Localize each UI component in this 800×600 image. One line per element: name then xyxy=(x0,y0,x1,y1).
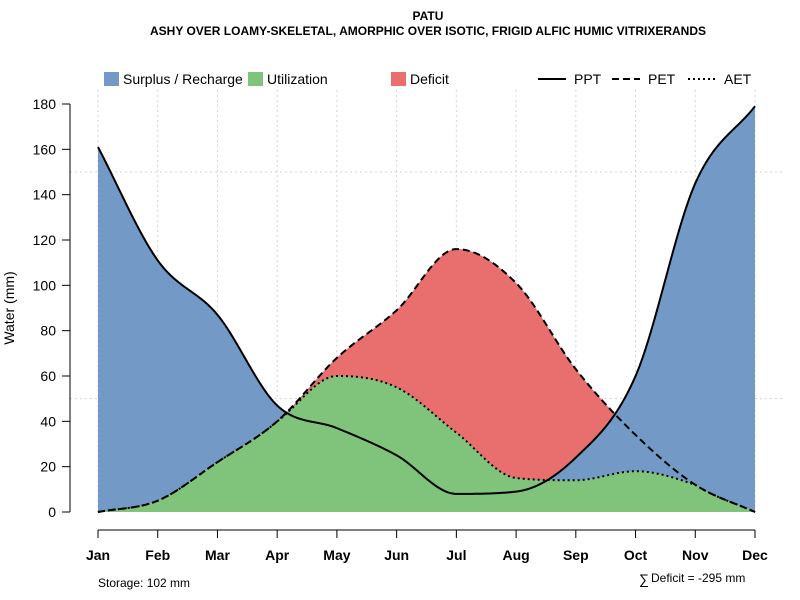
y-tick-label: 180 xyxy=(33,96,57,112)
area-deficit xyxy=(98,249,755,512)
y-tick-label: 100 xyxy=(33,277,57,293)
deficit-note: Deficit = -295 mm xyxy=(651,571,745,585)
legend-label-surplus: Surplus / Recharge xyxy=(123,71,243,87)
y-axis-label: Water (mm) xyxy=(1,271,17,344)
y-tick-label: 20 xyxy=(40,459,56,475)
chart-subtitle: ASHY OVER LOAMY-SKELETAL, AMORPHIC OVER … xyxy=(150,24,706,38)
x-tick-label: Jul xyxy=(446,547,466,563)
x-tick-label: Dec xyxy=(742,547,768,563)
legend-label-deficit: Deficit xyxy=(410,71,449,87)
legend-label-pet: PET xyxy=(648,71,676,87)
x-tick-label: Jun xyxy=(384,547,409,563)
x-tick-label: Oct xyxy=(624,547,648,563)
legend-label-utilization: Utilization xyxy=(267,71,328,87)
legend-label-aet: AET xyxy=(724,71,752,87)
y-tick-label: 80 xyxy=(40,323,56,339)
legend-swatch-surplus xyxy=(104,72,119,86)
x-axis: Jan Feb Mar Apr May Jun Jul Aug Sep Oct Nov Dec xyxy=(86,529,768,563)
y-tick-label: 120 xyxy=(33,232,57,248)
storage-note: Storage: 102 mm xyxy=(98,576,190,590)
x-tick-label: Apr xyxy=(265,547,290,563)
legend-swatch-deficit xyxy=(391,72,406,86)
x-tick-label: Nov xyxy=(682,547,709,563)
x-tick-label: May xyxy=(323,547,350,563)
y-tick-label: 160 xyxy=(33,141,57,157)
sum-icon: ∑ xyxy=(639,571,649,587)
y-axis: 0 20 40 60 80 100 120 140 160 180 xyxy=(33,96,71,520)
x-tick-label: Mar xyxy=(205,547,230,563)
legend-label-ppt: PPT xyxy=(574,71,602,87)
series-line-aet xyxy=(97,375,756,513)
series-line-ppt xyxy=(97,105,756,495)
y-tick-label: 0 xyxy=(48,504,56,520)
chart-title: PATU xyxy=(413,9,444,23)
x-tick-label: Aug xyxy=(502,547,529,563)
x-tick-label: Jan xyxy=(86,547,110,563)
x-tick-label: Sep xyxy=(563,547,589,563)
y-tick-label: 140 xyxy=(33,187,57,203)
y-tick-label: 40 xyxy=(40,413,56,429)
area-utilization xyxy=(98,376,755,512)
x-tick-label: Feb xyxy=(145,547,170,563)
y-tick-label: 60 xyxy=(40,368,56,384)
legend-swatch-utilization xyxy=(248,72,263,86)
